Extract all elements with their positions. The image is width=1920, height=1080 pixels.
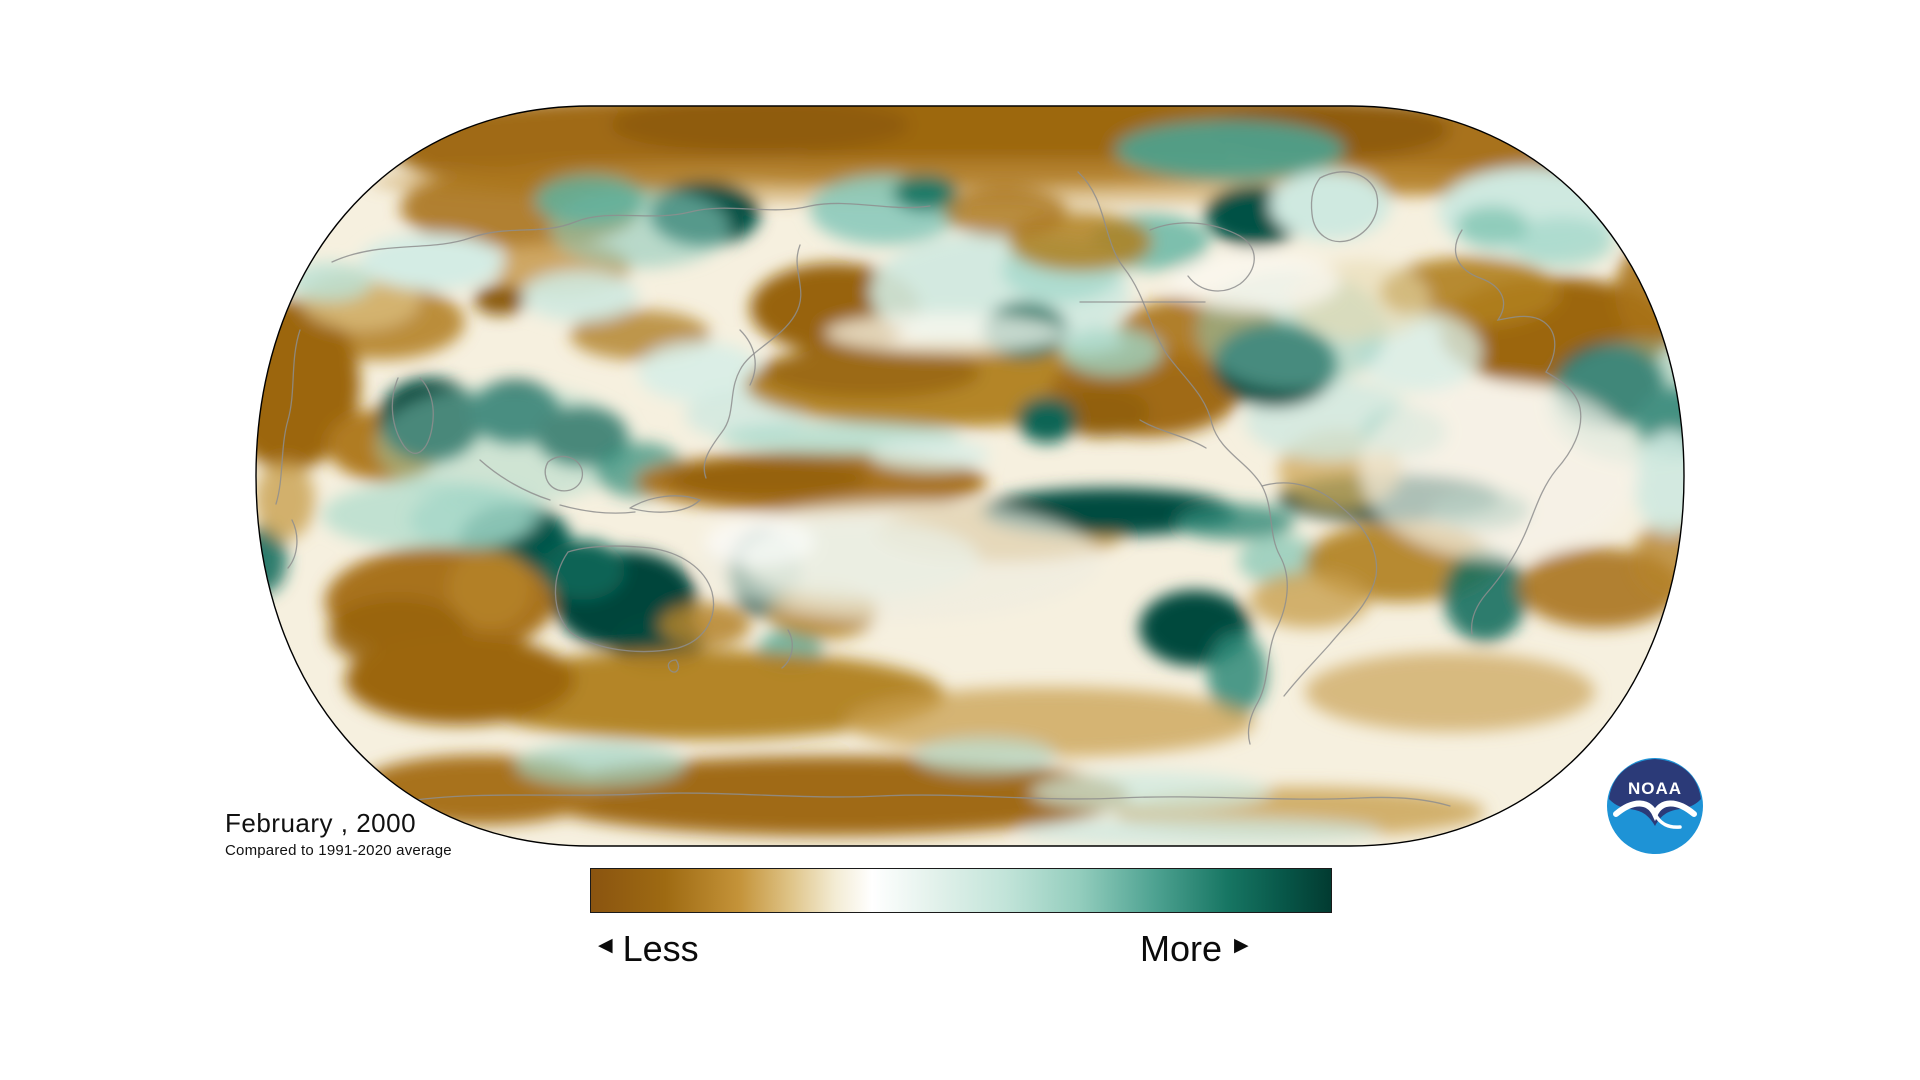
noaa-logo-text: NOAA xyxy=(1628,779,1682,798)
map-baseline-subtitle: Compared to 1991-2020 average xyxy=(225,842,452,859)
right-arrow-icon: ▶ xyxy=(1234,934,1249,956)
legend-more: More ▶ xyxy=(1140,928,1249,970)
gull-tail-icon xyxy=(1653,812,1682,829)
noaa-logo-crest xyxy=(1609,759,1701,826)
legend-more-label: More xyxy=(1140,928,1223,969)
map-outline xyxy=(255,105,1685,847)
left-arrow-icon: ◀ xyxy=(598,934,613,956)
legend-less: ◀ Less xyxy=(598,928,699,970)
legend-less-label: Less xyxy=(622,928,699,969)
anomaly-color-field xyxy=(256,106,1684,846)
map-date-title: February , 2000 xyxy=(225,808,417,838)
noaa-logo: NOAA xyxy=(1607,758,1703,854)
coastlines xyxy=(275,171,1582,807)
colorbar-legend: ◀ Less More ▶ xyxy=(590,928,1332,978)
anomaly-colorbar xyxy=(590,868,1332,913)
date-annotation: February , 2000 Compared to 1991-2020 av… xyxy=(225,808,452,859)
